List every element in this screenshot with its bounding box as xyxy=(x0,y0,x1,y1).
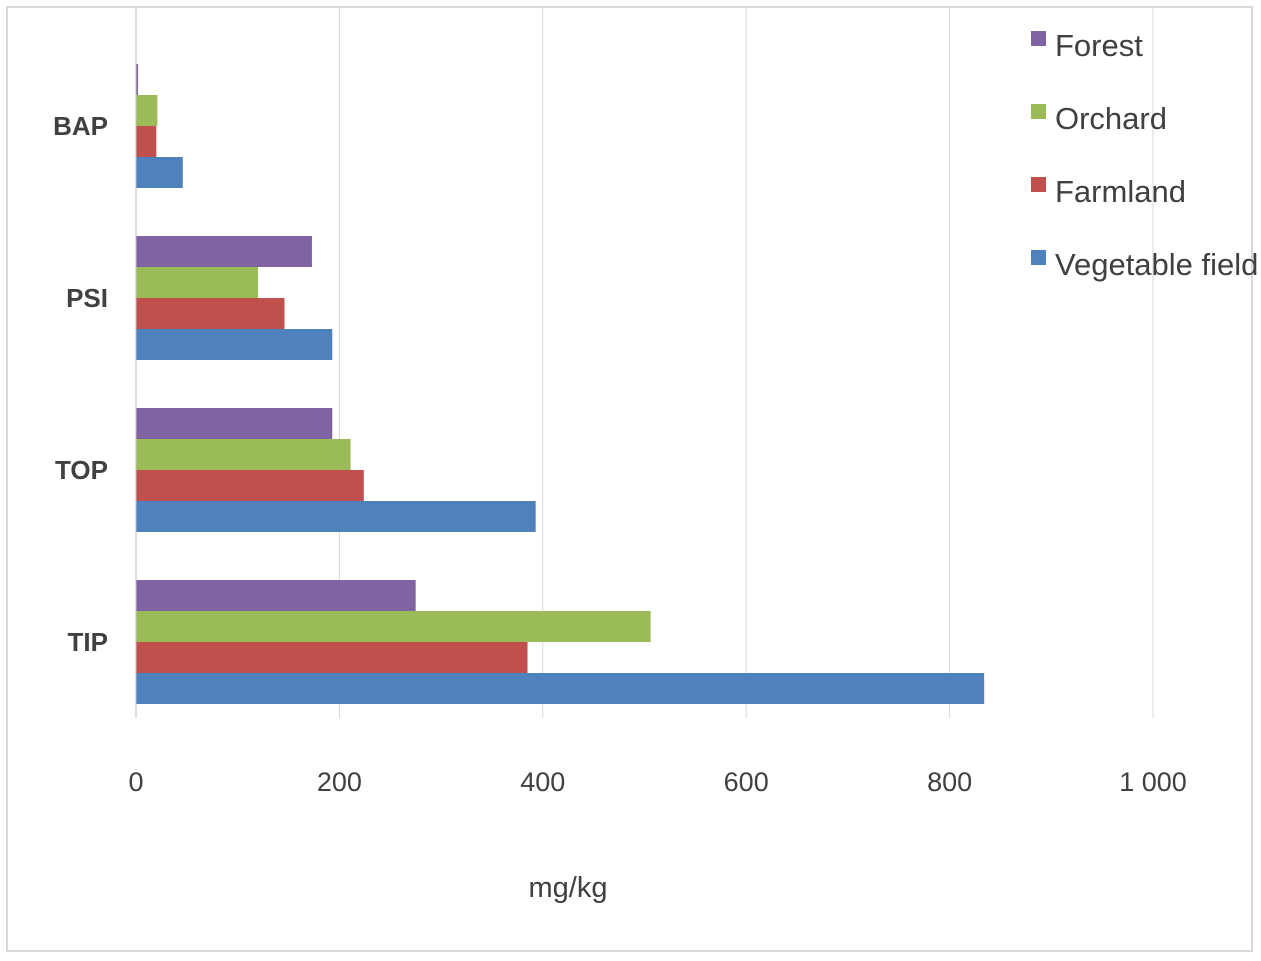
y-category-label: PSI xyxy=(66,283,108,313)
legend-swatch xyxy=(1031,104,1046,119)
bar-farmland-bap xyxy=(136,126,157,157)
bar-forest-psi xyxy=(136,236,312,267)
bar-farmland-psi xyxy=(136,298,285,329)
bar-vegetable-field-tip xyxy=(136,673,985,704)
x-tick-label: 600 xyxy=(724,767,769,797)
x-tick-label: 400 xyxy=(520,767,565,797)
legend-swatch xyxy=(1031,250,1046,265)
bar-orchard-bap xyxy=(136,95,158,126)
x-tick-label: 200 xyxy=(317,767,362,797)
bar-farmland-tip xyxy=(136,642,528,673)
category-labels: BAP PSI TOP TIP xyxy=(53,111,108,657)
bar-farmland-top xyxy=(136,470,364,501)
bar-forest-top xyxy=(136,408,333,439)
y-category-label: BAP xyxy=(53,111,108,141)
legend-label: Orchard xyxy=(1055,101,1167,136)
y-category-label: TOP xyxy=(55,455,108,485)
bar-orchard-psi xyxy=(136,267,259,298)
bar-orchard-tip xyxy=(136,611,651,642)
bar-vegetable-field-bap xyxy=(136,157,183,188)
legend-label: Forest xyxy=(1055,28,1143,63)
x-tick-label: 1 000 xyxy=(1119,767,1187,797)
bar-forest-tip xyxy=(136,580,416,611)
y-category-label: TIP xyxy=(68,627,108,657)
bar-orchard-top xyxy=(136,439,351,470)
legend-swatch xyxy=(1031,177,1046,192)
x-axis-title: mg/kg xyxy=(529,872,608,904)
legend: Forest Orchard Farmland Vegetable field xyxy=(1031,28,1258,282)
x-tick-label: 800 xyxy=(927,767,972,797)
bar-vegetable-field-psi xyxy=(136,329,333,360)
tick-labels: 0 200 400 600 800 1 000 xyxy=(128,767,1186,797)
legend-swatch xyxy=(1031,31,1046,46)
bar-forest-bap xyxy=(136,64,139,95)
bar-vegetable-field-top xyxy=(136,501,536,532)
x-tick-label: 0 xyxy=(128,767,143,797)
legend-label: Vegetable field xyxy=(1055,247,1258,282)
legend-label: Farmland xyxy=(1055,174,1186,209)
bars xyxy=(136,64,985,704)
